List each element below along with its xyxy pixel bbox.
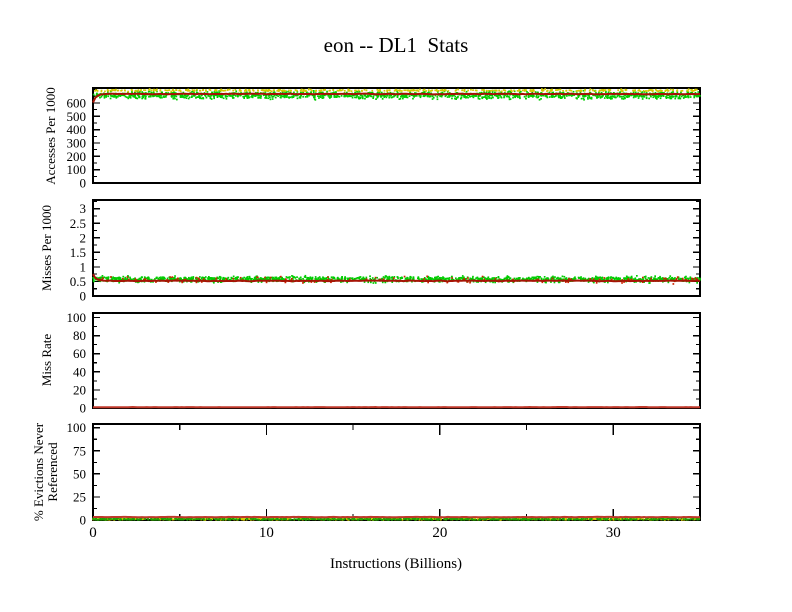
y-tick-label: 50	[73, 466, 86, 481]
accesses-red-line	[92, 92, 701, 103]
y-tick-label: 40	[73, 364, 86, 379]
y-tick-label: 75	[73, 443, 86, 458]
y-tick-label: 80	[73, 328, 86, 343]
x-tick-label: 0	[89, 525, 97, 541]
y-tick-label: 100	[67, 310, 87, 325]
y-tick-label: 1	[80, 259, 87, 274]
y-tick-label: 0	[80, 401, 87, 416]
y-tick-label: 200	[67, 149, 87, 164]
misses-red-line	[92, 273, 701, 283]
y-axis-label-missrate: Miss Rate	[39, 333, 54, 387]
x-tick-label: 30	[606, 525, 621, 541]
y-axis-label-misses-text: Misses Per 1000	[39, 205, 54, 291]
panel-border	[92, 423, 701, 521]
accesses-yellow-dots	[94, 88, 698, 93]
y-tick-label: 2	[80, 230, 87, 245]
y-tick-label: 100	[67, 162, 87, 177]
y-tick-label: 20	[73, 382, 86, 397]
panel-misses-per-1000: 00.511.522.53	[70, 199, 701, 304]
y-tick-label: 60	[73, 346, 86, 361]
y-axis-label-missrate-text: Miss Rate	[39, 333, 54, 387]
panel-border	[92, 87, 701, 184]
y-axis-label-evictions-line2: Referenced	[45, 442, 60, 502]
y-tick-label: 500	[67, 109, 87, 124]
y-tick-label: 0	[80, 513, 87, 528]
y-axis-label-misses: Misses Per 1000	[39, 205, 54, 291]
y-tick-label: 400	[67, 122, 87, 137]
y-tick-label: 300	[67, 135, 87, 150]
panel-border	[92, 199, 701, 297]
y-tick-label: 600	[67, 95, 87, 110]
y-tick-label: 0	[80, 289, 87, 304]
y-tick-label: 25	[73, 489, 86, 504]
chart-title: eon -- DL1 Stats	[323, 33, 469, 57]
x-axis-title: Instructions (Billions)	[329, 556, 463, 572]
evictions-red-line	[93, 515, 701, 519]
x-tick-label: 20	[432, 525, 447, 541]
y-axis-label-accesses: Accesses Per 1000	[43, 87, 58, 185]
y-tick-label: 1.5	[70, 245, 86, 260]
panel-evictions-never-referenced: 0 25 50 75 100 0 10 20 30	[67, 420, 701, 541]
panel-miss-rate: 0 20 40 60 80 100	[67, 310, 701, 416]
y-axis-label-evictions: % Evictions Never Referenced	[31, 422, 60, 522]
y-tick-label: 0.5	[70, 274, 86, 289]
y-tick-label: 0	[80, 176, 87, 191]
y-tick-label: 100	[67, 420, 87, 435]
y-tick-label: 3	[80, 201, 87, 216]
y-axis-label-evictions-line1: % Evictions Never	[31, 422, 46, 522]
panel-border	[92, 312, 701, 409]
y-tick-label: 2.5	[70, 216, 86, 231]
y-axis-label-accesses-text: Accesses Per 1000	[43, 87, 58, 185]
x-tick-label: 10	[259, 525, 274, 541]
